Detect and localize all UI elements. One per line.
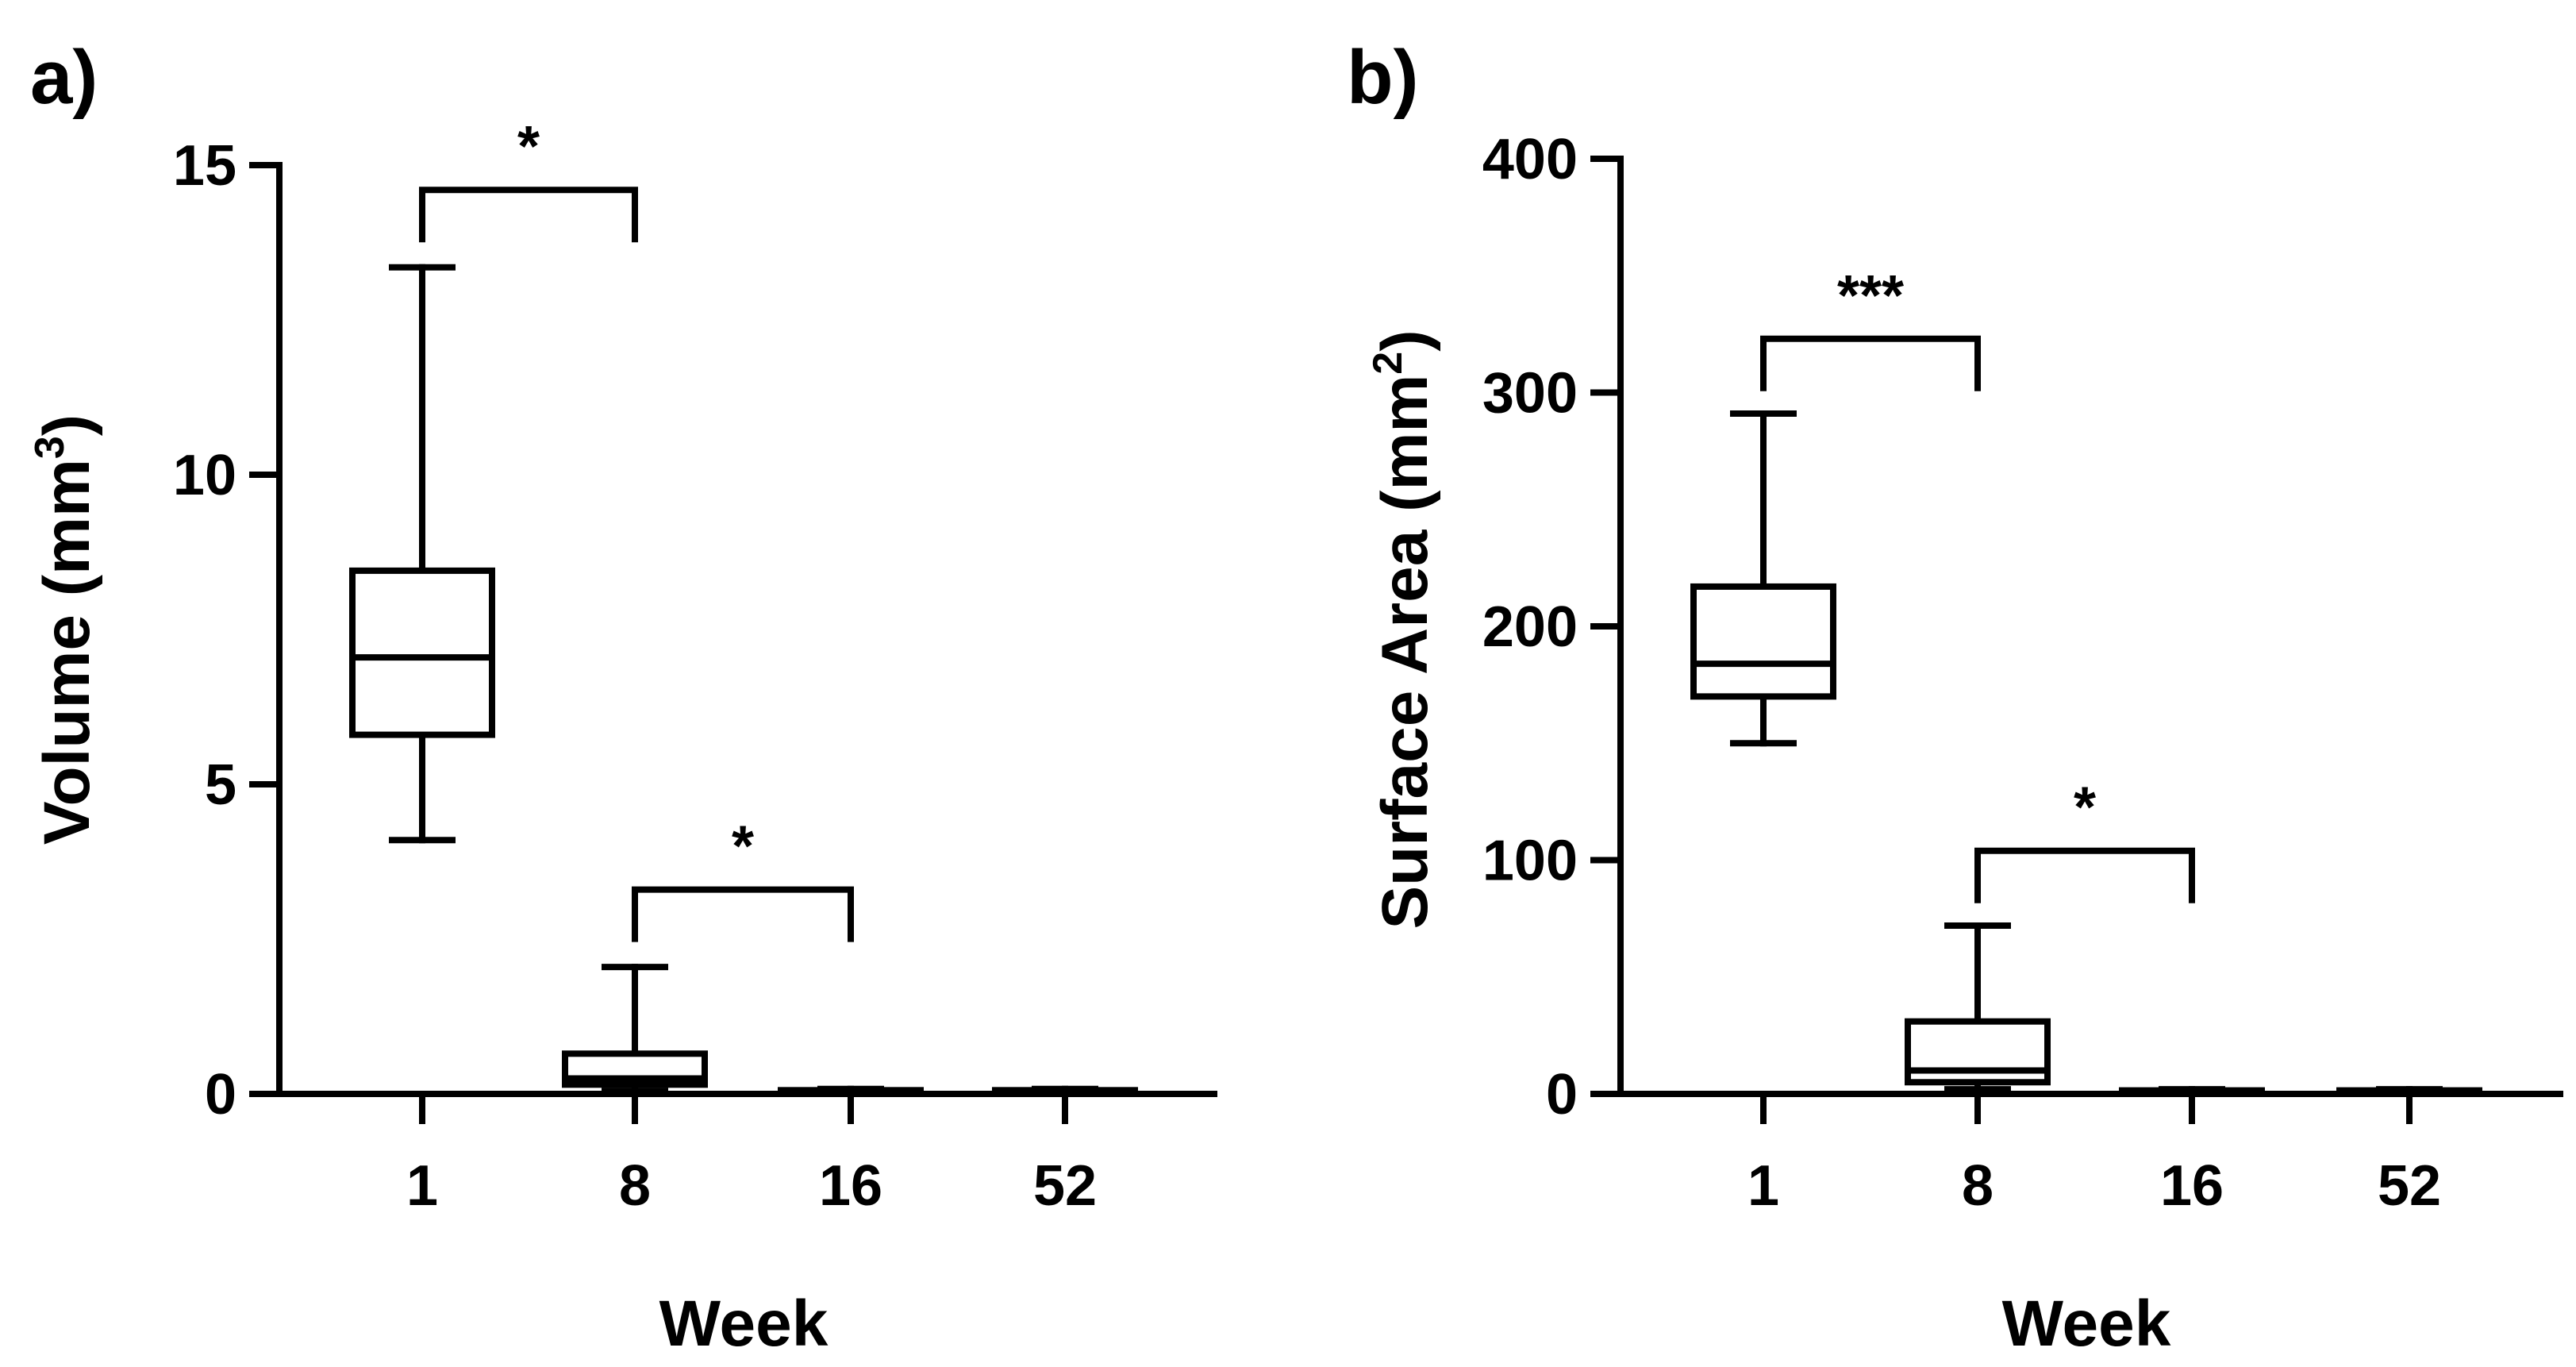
- box-plot-week-8: [1905, 922, 2051, 1093]
- iqr-box: [349, 567, 495, 738]
- chart-panel-b: b) 0 100 200 300 400 1 8 16 52 Week Surface Area (m…: [1347, 35, 2563, 1360]
- x-tick-label: 1: [1747, 1154, 1779, 1218]
- box-plot-week-1: [349, 264, 495, 844]
- significance-label: *: [732, 815, 754, 879]
- x-tick-label: 16: [819, 1154, 882, 1218]
- significance-label: *: [2074, 776, 2096, 840]
- box-plot-week-8: [562, 964, 708, 1095]
- x-tick-label: 8: [619, 1154, 651, 1218]
- y-axis-title: Surface Area (mm2): [1365, 329, 1441, 929]
- x-axis-title: Week: [659, 1288, 829, 1360]
- x-tick-label: 52: [2378, 1154, 2441, 1218]
- x-tick-label: 8: [1962, 1154, 1994, 1218]
- y-axis-title-superscript: 3: [27, 436, 73, 459]
- y-tick-label: 300: [1482, 362, 1578, 426]
- x-tick-label: 16: [2160, 1154, 2224, 1218]
- x-axis-title: Week: [2002, 1288, 2171, 1360]
- x-tick-label: 1: [406, 1154, 438, 1218]
- significance-bracket: *: [1974, 776, 2195, 903]
- y-axis-title-main: Volume (mm: [31, 459, 103, 845]
- significance-bracket: *: [419, 115, 638, 243]
- box-plot-week-52: [992, 1085, 1138, 1097]
- significance-bracket: ***: [1760, 264, 1981, 391]
- y-tick-label: 5: [205, 753, 236, 817]
- box-plot-week-1: [1690, 410, 1836, 747]
- box-plot-week-52: [2336, 1086, 2482, 1097]
- y-axis-title: Volume (mm3): [27, 414, 103, 845]
- y-tick-label: 200: [1482, 595, 1578, 659]
- y-tick-label: 15: [173, 134, 236, 198]
- y-tick-label: 400: [1482, 128, 1578, 191]
- bracket-line: [1760, 335, 1981, 391]
- box-plot-week-16: [778, 1085, 924, 1097]
- panel-label: b): [1347, 35, 1419, 120]
- y-axis-title-close: ): [1369, 329, 1441, 351]
- panel-label: a): [30, 35, 98, 120]
- bracket-line: [419, 187, 638, 243]
- y-tick-label: 10: [173, 444, 236, 507]
- bracket-line: [1974, 847, 2195, 903]
- chart-panel-a: a) 0 5 10 15 1 8 16 52 Week Volume (mm3) * *: [27, 35, 1217, 1360]
- significance-label: *: [517, 115, 540, 179]
- x-tick-label: 52: [1033, 1154, 1097, 1218]
- y-tick-label: 0: [1546, 1063, 1578, 1126]
- y-axis-title-main: Surface Area (mm: [1369, 375, 1441, 930]
- y-tick-label: 100: [1482, 830, 1578, 893]
- y-axis-title-close: ): [31, 414, 103, 436]
- significance-bracket: *: [632, 815, 854, 942]
- box-plot-week-16: [2119, 1086, 2265, 1097]
- y-axis-title-superscript: 2: [1365, 352, 1411, 375]
- y-tick-label: 0: [205, 1063, 236, 1126]
- significance-label: ***: [1837, 264, 1904, 328]
- iqr-box: [1690, 583, 1836, 700]
- bracket-line: [632, 886, 854, 942]
